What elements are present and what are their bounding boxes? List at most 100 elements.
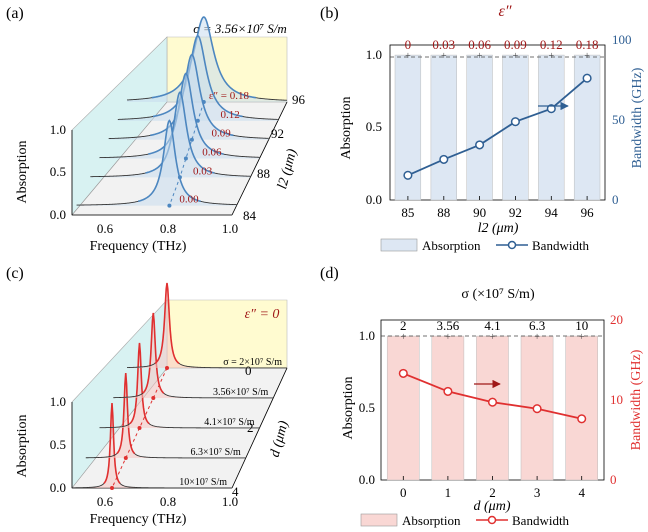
legend: Absorption Bandwidth: [380, 238, 590, 253]
ztick: 96: [292, 92, 306, 107]
y-axis-label: Absorption: [15, 141, 30, 204]
peak-dot: [137, 426, 142, 430]
curve-fill: [99, 343, 260, 428]
z-axis-label: d (μm): [268, 419, 292, 459]
ytick: 0.0: [366, 192, 382, 207]
peak-dot: [189, 137, 194, 142]
peak-curve: [129, 342, 150, 425]
bandwidth-point: [532, 404, 542, 414]
bandwidth-point: [582, 73, 592, 83]
peak-dot: [177, 175, 182, 180]
xtick: 0.6: [97, 494, 114, 509]
absorption-bar: [476, 335, 509, 481]
legend-marker: [507, 240, 517, 250]
ytick: 0.5: [50, 164, 66, 179]
x-axis-label: Frequency (THz): [90, 239, 187, 254]
y-axis-ticks: 0.0 0.5 1.0: [50, 394, 66, 495]
top-axis-label: σ (×10⁷ S/m): [461, 287, 535, 302]
y-axis-label: Absorption: [341, 377, 356, 440]
curve-fill: [127, 17, 287, 102]
peak-curve: [116, 372, 136, 455]
curves: [76, 16, 288, 208]
y2-ticks: 0 50 100: [612, 32, 632, 207]
ytick: 1.0: [50, 122, 66, 137]
bandwidth-point: [510, 117, 520, 127]
xtick: 90: [473, 205, 486, 220]
bandwidth-point: [487, 397, 498, 407]
xtick: 1.0: [222, 221, 238, 236]
z-axis-ticks: 0 2 4: [232, 363, 254, 499]
y-axis-label: Absorption: [339, 97, 354, 160]
peak-trace: [168, 101, 205, 206]
xtick: 94: [545, 205, 559, 220]
ztick: 0: [245, 363, 252, 378]
curve-fill: [127, 283, 287, 368]
bandwidth-point: [577, 414, 587, 424]
bar-cap: +: [477, 51, 483, 62]
xtick: 92: [509, 205, 522, 220]
peak-curve: [150, 53, 234, 137]
xtick: 0.8: [160, 494, 176, 509]
peak-curve: [151, 16, 256, 99]
ztick: 88: [257, 166, 270, 181]
panel-a: (a) 0.0 0.5 1.0 Absorption 0.6 0.8 1.0 F…: [6, 5, 306, 254]
peak-curve: [148, 72, 224, 155]
series-label: 0.03: [193, 165, 213, 177]
ztick: 4: [232, 484, 239, 499]
peak-curve: [142, 312, 165, 394]
absorption-bar: [466, 54, 493, 201]
panel-d: (d) σ (×10⁷ S/m) + + + + + 0 1 2 3 4 2 3.56 4.1 6.3…: [320, 265, 644, 528]
panel-title: ε″ = 0: [245, 307, 280, 322]
plot-frame: [389, 44, 606, 201]
curve-fill: [113, 313, 274, 398]
ytick: 0.5: [50, 437, 66, 452]
absorption-bar: [538, 54, 565, 201]
top-tick: 2: [400, 318, 407, 333]
ytick: 0.0: [50, 207, 66, 222]
bandwidth-polyline: [407, 77, 588, 177]
xtick: 1.0: [222, 494, 238, 509]
panel-label-c: (c): [6, 265, 24, 282]
series-label: 0.00: [179, 194, 199, 206]
bandwidth-point: [439, 154, 449, 164]
panel-label-a: (a): [6, 5, 24, 22]
bandwidth-point: [475, 140, 485, 150]
xtick: 0.8: [160, 221, 176, 236]
bar-cap: +: [579, 332, 585, 343]
y2tick: 0: [612, 192, 619, 207]
peak-curve: [154, 282, 180, 364]
bar-cap: +: [405, 51, 411, 62]
series-label: 0.09: [211, 128, 231, 140]
legend-swatch-absorption: [360, 513, 398, 527]
x-axis-label: Frequency (THz): [90, 512, 187, 527]
y2-axis-label: Bandwidth (GHz): [629, 349, 644, 450]
series-label: σ = 2×10⁷ S/m: [223, 357, 282, 368]
y-ticks: 0.0 0.5 1.0: [366, 47, 382, 207]
y2tick: 50: [612, 112, 625, 127]
peak-dot: [183, 156, 188, 161]
x-axis-label: l2 (μm): [478, 221, 519, 236]
curves: [72, 282, 287, 490]
peak-dot: [110, 486, 114, 490]
curve-fill: [85, 373, 246, 458]
bandwidth-line: [398, 368, 587, 424]
series-label: 10×10⁷ S/m: [179, 477, 227, 488]
ztick: 92: [271, 126, 284, 141]
ytick: 1.0: [359, 328, 375, 343]
series-label: 4.1×10⁷ S/m: [204, 417, 254, 428]
series-label: 6.3×10⁷ S/m: [191, 447, 241, 458]
panel-title: σ = 3.56×10⁷ S/m: [193, 21, 286, 36]
panel-label-b: (b): [320, 5, 339, 22]
absorption-bar: [386, 335, 420, 481]
y2tick: 20: [610, 312, 623, 327]
xtick: 1: [445, 485, 452, 500]
bandwidth-point: [443, 386, 453, 396]
x-ticks: 85 88 90 92 94 96: [401, 196, 594, 220]
legend-label: Absorption: [422, 238, 481, 253]
top-tick: 10: [575, 318, 588, 333]
bar-cap: +: [445, 332, 451, 343]
ytick: 1.0: [50, 394, 66, 409]
ztick: 2: [247, 420, 254, 435]
peak-dot: [201, 100, 206, 104]
baseline-curve: [99, 342, 260, 429]
